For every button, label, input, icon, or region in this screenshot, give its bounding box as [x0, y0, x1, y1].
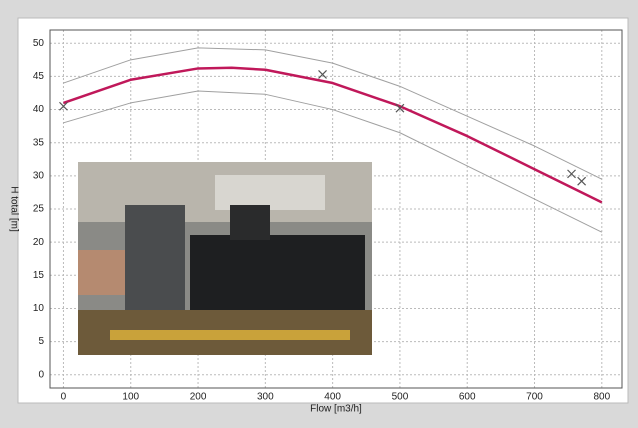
curve	[63, 47, 603, 180]
x-tick-label: 800	[593, 392, 610, 403]
y-tick-label: 0	[38, 369, 44, 380]
curve	[63, 66, 603, 204]
data-point	[318, 69, 327, 79]
x-tick-label: 300	[257, 392, 274, 403]
data-point	[395, 103, 405, 113]
y-tick-label: 45	[33, 71, 45, 82]
curve	[63, 90, 603, 233]
data-point	[567, 169, 576, 179]
y-tick-label: 15	[33, 270, 45, 281]
x-tick-label: 0	[61, 392, 67, 403]
y-tick-label: 35	[33, 137, 45, 148]
x-axis-label: Flow [m3/h]	[310, 404, 362, 415]
y-tick-label: 10	[33, 303, 45, 314]
data-point	[59, 101, 68, 111]
x-tick-label: 600	[459, 392, 476, 403]
y-tick-label: 25	[33, 204, 45, 215]
y-tick-label: 20	[33, 237, 45, 248]
data-point	[577, 176, 587, 186]
x-tick-label: 200	[190, 392, 207, 403]
y-tick-label: 50	[33, 38, 45, 49]
plot-frame	[49, 29, 623, 389]
y-tick-label: 5	[38, 336, 44, 347]
y-axis-label: H total [m]	[8, 186, 19, 232]
pump-photo	[78, 162, 372, 355]
y-tick-label: 40	[33, 104, 45, 115]
x-tick-label: 700	[526, 392, 543, 403]
x-tick-label: 400	[324, 392, 341, 403]
x-tick-label: 100	[122, 392, 139, 403]
x-tick-label: 500	[392, 392, 409, 403]
y-tick-label: 30	[33, 170, 45, 181]
